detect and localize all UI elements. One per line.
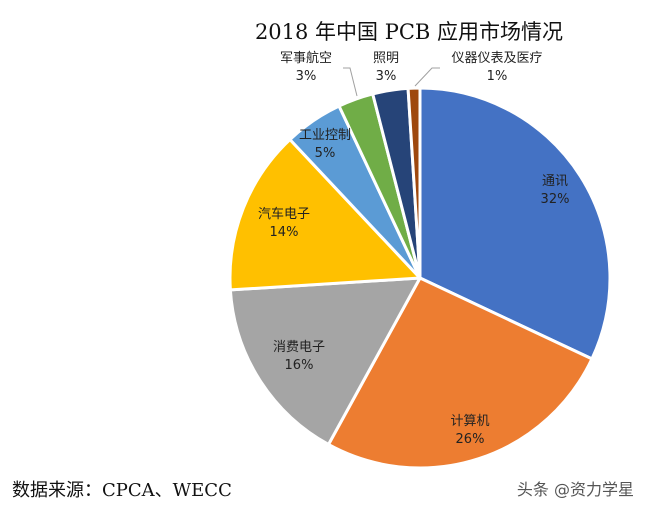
label-pct: 14%	[269, 225, 299, 240]
label-jisuanji: 计算机 26%	[450, 413, 489, 449]
leader-line	[343, 67, 358, 97]
label-pct: 26%	[455, 432, 485, 447]
label-pct: 16%	[284, 358, 314, 373]
label-name: 照明	[372, 51, 400, 66]
label-pct: 32%	[540, 192, 570, 207]
label-tongxun: 通讯 32%	[541, 173, 570, 209]
label-zhaoming: 照明 3%	[373, 50, 399, 86]
label-name: 消费电子	[272, 340, 326, 355]
chart-title: 2018 年中国 PCB 应用市场情况	[254, 20, 564, 44]
pie-slice	[406, 86, 422, 280]
data-source: 数据来源：CPCA、WECC	[12, 480, 232, 501]
label-junshi: 军事航空 3%	[280, 50, 332, 86]
label-pct: 1%	[486, 69, 508, 84]
watermark: 头条 @资力学星	[516, 480, 634, 499]
label-qiche: 汽车电子 14%	[258, 206, 310, 242]
label-name: 军事航空	[279, 51, 333, 66]
leader-line	[414, 67, 440, 87]
pie-slice	[228, 138, 422, 292]
pie-slice	[418, 86, 612, 361]
label-gongye: 工业控制 5%	[299, 127, 351, 163]
label-yiqi: 仪器仪表及医疗 1%	[451, 50, 542, 86]
label-name: 工业控制	[298, 128, 352, 143]
label-name: 计算机	[450, 414, 490, 429]
label-xiaofei: 消费电子 16%	[273, 339, 325, 375]
label-name: 汽车电子	[257, 207, 311, 222]
label-name: 仪器仪表及医疗	[451, 51, 543, 66]
pie-slice	[228, 276, 422, 446]
label-name: 通讯	[541, 174, 568, 189]
label-pct: 5%	[314, 146, 336, 161]
label-pct: 3%	[295, 69, 317, 84]
label-pct: 3%	[375, 69, 397, 84]
